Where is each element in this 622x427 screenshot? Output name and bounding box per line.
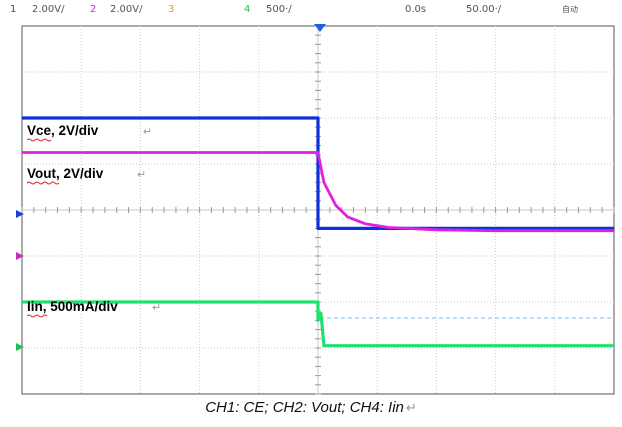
ch1-scale: 2.00V/ xyxy=(32,4,65,15)
scope-traces xyxy=(22,116,614,348)
caption-text: CH1: CE; CH2: Vout; CH4: Iin xyxy=(205,399,404,416)
ch2-number: 2 xyxy=(90,4,97,15)
ch4-number: 4 xyxy=(244,4,251,15)
ch2-scale: 2.00V/ xyxy=(110,4,143,15)
vout-spellcheck-squiggle xyxy=(26,181,60,185)
vout-label: Vout, 2V/div xyxy=(27,166,104,181)
ch4-ground-marker-icon xyxy=(16,343,24,351)
figure-caption: CH1: CE; CH2: Vout; CH4: Iin ↵ xyxy=(0,399,622,416)
trace-vce xyxy=(22,116,614,230)
caption-return-icon: ↵ xyxy=(405,400,417,415)
ch1-ground-marker-icon xyxy=(16,210,24,218)
trace-vout xyxy=(22,151,614,233)
acquire-mode: 自动 xyxy=(562,5,578,14)
scope-header-bar: 1 2.00V/ 2 2.00V/ 3 4 500‧/ 0.0s 50.00‧/… xyxy=(0,0,622,20)
scope-grid xyxy=(21,25,615,395)
trace-iin xyxy=(22,300,614,348)
iin-label: Iin, 500mA/div xyxy=(27,299,118,314)
vce-label: Vce, 2V/div xyxy=(27,123,99,138)
trigger-marker-icon xyxy=(314,24,326,32)
ch1-number: 1 xyxy=(10,4,17,15)
vce-spellcheck-squiggle xyxy=(26,138,52,142)
vout-return-icon: ↵ xyxy=(137,169,146,181)
timebase: 50.00‧/ xyxy=(466,4,502,15)
ch3-number: 3 xyxy=(168,4,175,15)
trigger-position: 0.0s xyxy=(405,4,427,15)
ch2-ground-marker-icon xyxy=(16,252,24,260)
iin-spellcheck-squiggle xyxy=(26,314,48,318)
oscilloscope-display: Vce, 2V/div ↵ Vout, 2V/div ↵ Iin, 500mA/… xyxy=(16,24,615,395)
vce-return-icon: ↵ xyxy=(143,126,152,138)
ch4-scale: 500‧/ xyxy=(266,4,292,15)
iin-return-icon: ↵ xyxy=(152,302,161,314)
